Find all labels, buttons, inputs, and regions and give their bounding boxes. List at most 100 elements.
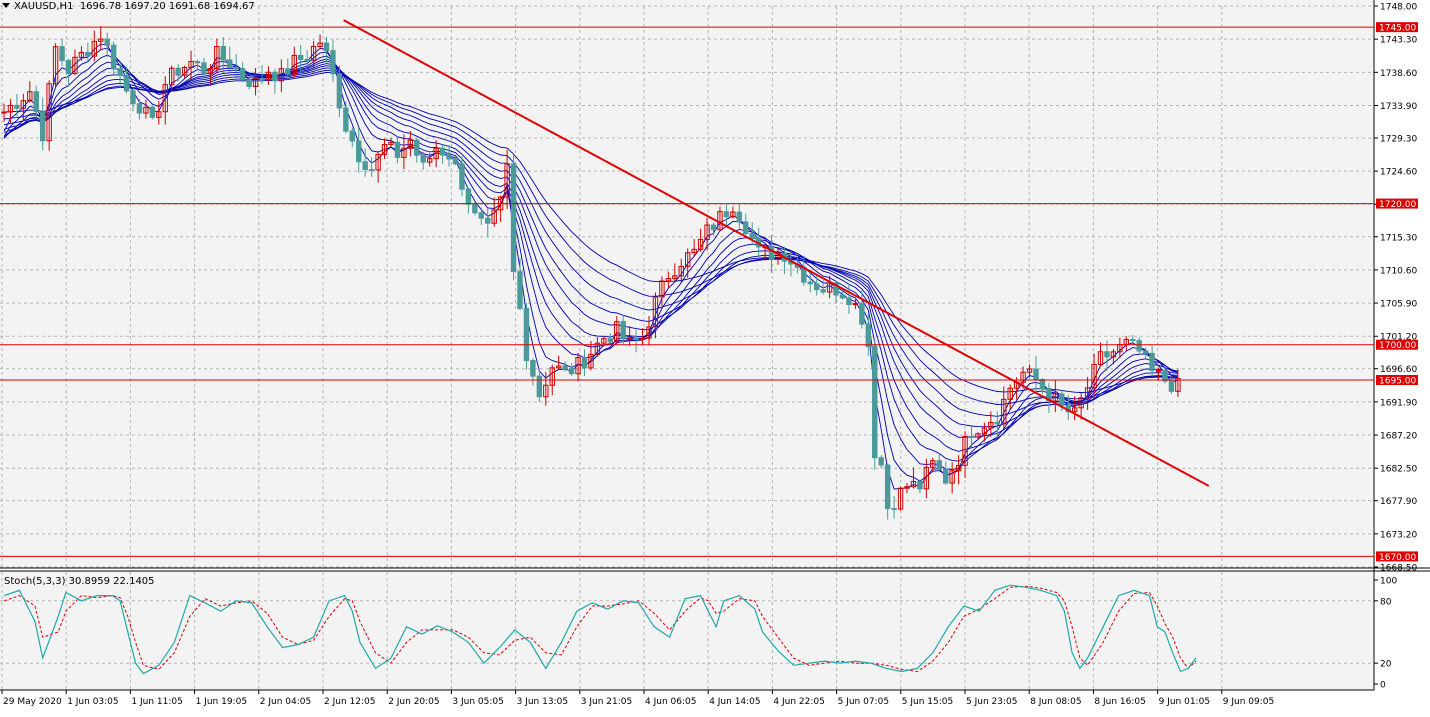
level-tag <box>1376 551 1418 562</box>
candle-bull <box>981 427 988 435</box>
candle-bear <box>633 337 639 341</box>
candle-bull <box>169 67 175 86</box>
candle-bear <box>943 468 949 484</box>
candle-bull <box>975 433 981 438</box>
candle-bear <box>465 188 472 205</box>
candle-bull <box>897 487 904 510</box>
candle-bear <box>530 360 536 377</box>
candle-bull <box>310 45 317 61</box>
candle-bear <box>607 338 613 343</box>
candle-bear <box>285 68 291 75</box>
candle-bear <box>59 46 65 62</box>
candle-bear <box>452 158 459 165</box>
level-tag <box>1376 22 1418 33</box>
candle-bull <box>685 252 691 267</box>
price-axis-label: 1724.60 <box>1380 168 1417 178</box>
candle-bear <box>1136 340 1142 352</box>
price-axis-label: 1733.90 <box>1380 102 1417 112</box>
candle-bull <box>162 84 168 113</box>
candle-bear <box>239 68 246 81</box>
candle-bull <box>691 248 697 254</box>
time-axis-label: 2 Jun 20:05 <box>388 697 439 707</box>
candle-bull <box>181 66 188 76</box>
candle-bull <box>955 464 962 472</box>
candle-bear <box>414 139 420 156</box>
time-axis-label: 3 Jun 05:05 <box>452 697 503 707</box>
candle-bull <box>401 147 407 158</box>
candle-bear <box>1149 352 1155 371</box>
candle-bear <box>220 45 227 61</box>
candle-bear <box>917 480 923 490</box>
time-axis-label: 4 Jun 22:05 <box>773 697 824 707</box>
candle-bear <box>272 71 278 82</box>
time-axis-label: 4 Jun 14:05 <box>709 697 760 707</box>
candle-bull <box>659 280 665 298</box>
time-axis-label: 3 Jun 13:05 <box>517 697 568 707</box>
candle-bull <box>575 357 581 375</box>
candle-bear <box>323 42 330 52</box>
candle-bull <box>156 111 162 118</box>
chart-header: XAUUSD,H1 1696.78 1697.20 1691.68 1694.6… <box>2 1 255 12</box>
price-axis-label: 1701.20 <box>1380 333 1417 343</box>
candle-bear <box>523 307 530 362</box>
candle-bull <box>672 275 678 279</box>
candle-bull <box>549 367 555 386</box>
time-axis-label: 2 Jun 04:05 <box>260 697 311 707</box>
time-axis-label: 5 Jun 07:05 <box>838 697 889 707</box>
time-axis-label: 4 Jun 06:05 <box>645 697 696 707</box>
candle-bear <box>446 154 452 160</box>
stochastic-panel-background <box>0 571 1373 690</box>
candle-bear <box>1059 393 1065 406</box>
time-axis-label: 1 Jun 03:05 <box>67 697 118 707</box>
dropdown-triangle-icon[interactable] <box>2 3 10 8</box>
candle-bear <box>839 294 846 299</box>
candle-bull <box>7 104 14 113</box>
candle-bull <box>704 224 710 240</box>
stoch-axis-label: 20 <box>1380 660 1392 670</box>
candle-bull <box>852 303 859 306</box>
candle-bull <box>20 100 27 109</box>
candle-bear <box>1033 368 1039 380</box>
candle-bear <box>562 365 568 370</box>
candle-bear <box>968 436 975 439</box>
candle-bear <box>536 375 543 398</box>
symbol-timeframe: XAUUSD,H1 <box>14 1 74 12</box>
price-axis-label: 1705.90 <box>1380 300 1417 310</box>
time-axis-label: 9 Jun 09:05 <box>1223 697 1274 707</box>
price-axis-label: 1696.60 <box>1380 365 1417 375</box>
candle-bear <box>233 66 239 70</box>
candle-bear <box>865 323 871 347</box>
candle-bear <box>568 368 575 375</box>
candle-bull <box>375 153 381 171</box>
candle-bear <box>343 107 349 132</box>
candle-bear <box>814 283 820 291</box>
time-axis-label: 8 Jun 16:05 <box>1094 697 1145 707</box>
candle-bear <box>298 54 304 60</box>
ema-line <box>3 72 1178 393</box>
candle-bull <box>388 141 394 145</box>
candle-bear <box>149 106 156 118</box>
candle-bear <box>420 154 426 163</box>
ema-line <box>3 67 1178 417</box>
candle-bear <box>884 464 891 510</box>
price-axis-label: 1748.00 <box>1380 3 1417 13</box>
candle-bull <box>614 321 620 343</box>
candle-bull <box>1072 407 1078 413</box>
candle-bull <box>317 42 323 47</box>
candle-bull <box>433 147 439 160</box>
candle-bear <box>846 297 852 305</box>
candle-bear <box>736 211 742 223</box>
candle-bear <box>472 203 478 214</box>
price-axis-label: 1677.90 <box>1380 497 1417 507</box>
candle-bear <box>478 212 485 219</box>
level-label: 1720.00 <box>1379 200 1416 210</box>
candle-bear <box>394 141 401 158</box>
candle-bull <box>601 338 607 344</box>
price-axis-label: 1715.30 <box>1380 233 1417 243</box>
candle-bear <box>485 217 491 224</box>
price-axis-label: 1710.60 <box>1380 266 1417 276</box>
stoch-signal-line <box>3 585 1197 673</box>
candle-bull <box>91 40 97 57</box>
